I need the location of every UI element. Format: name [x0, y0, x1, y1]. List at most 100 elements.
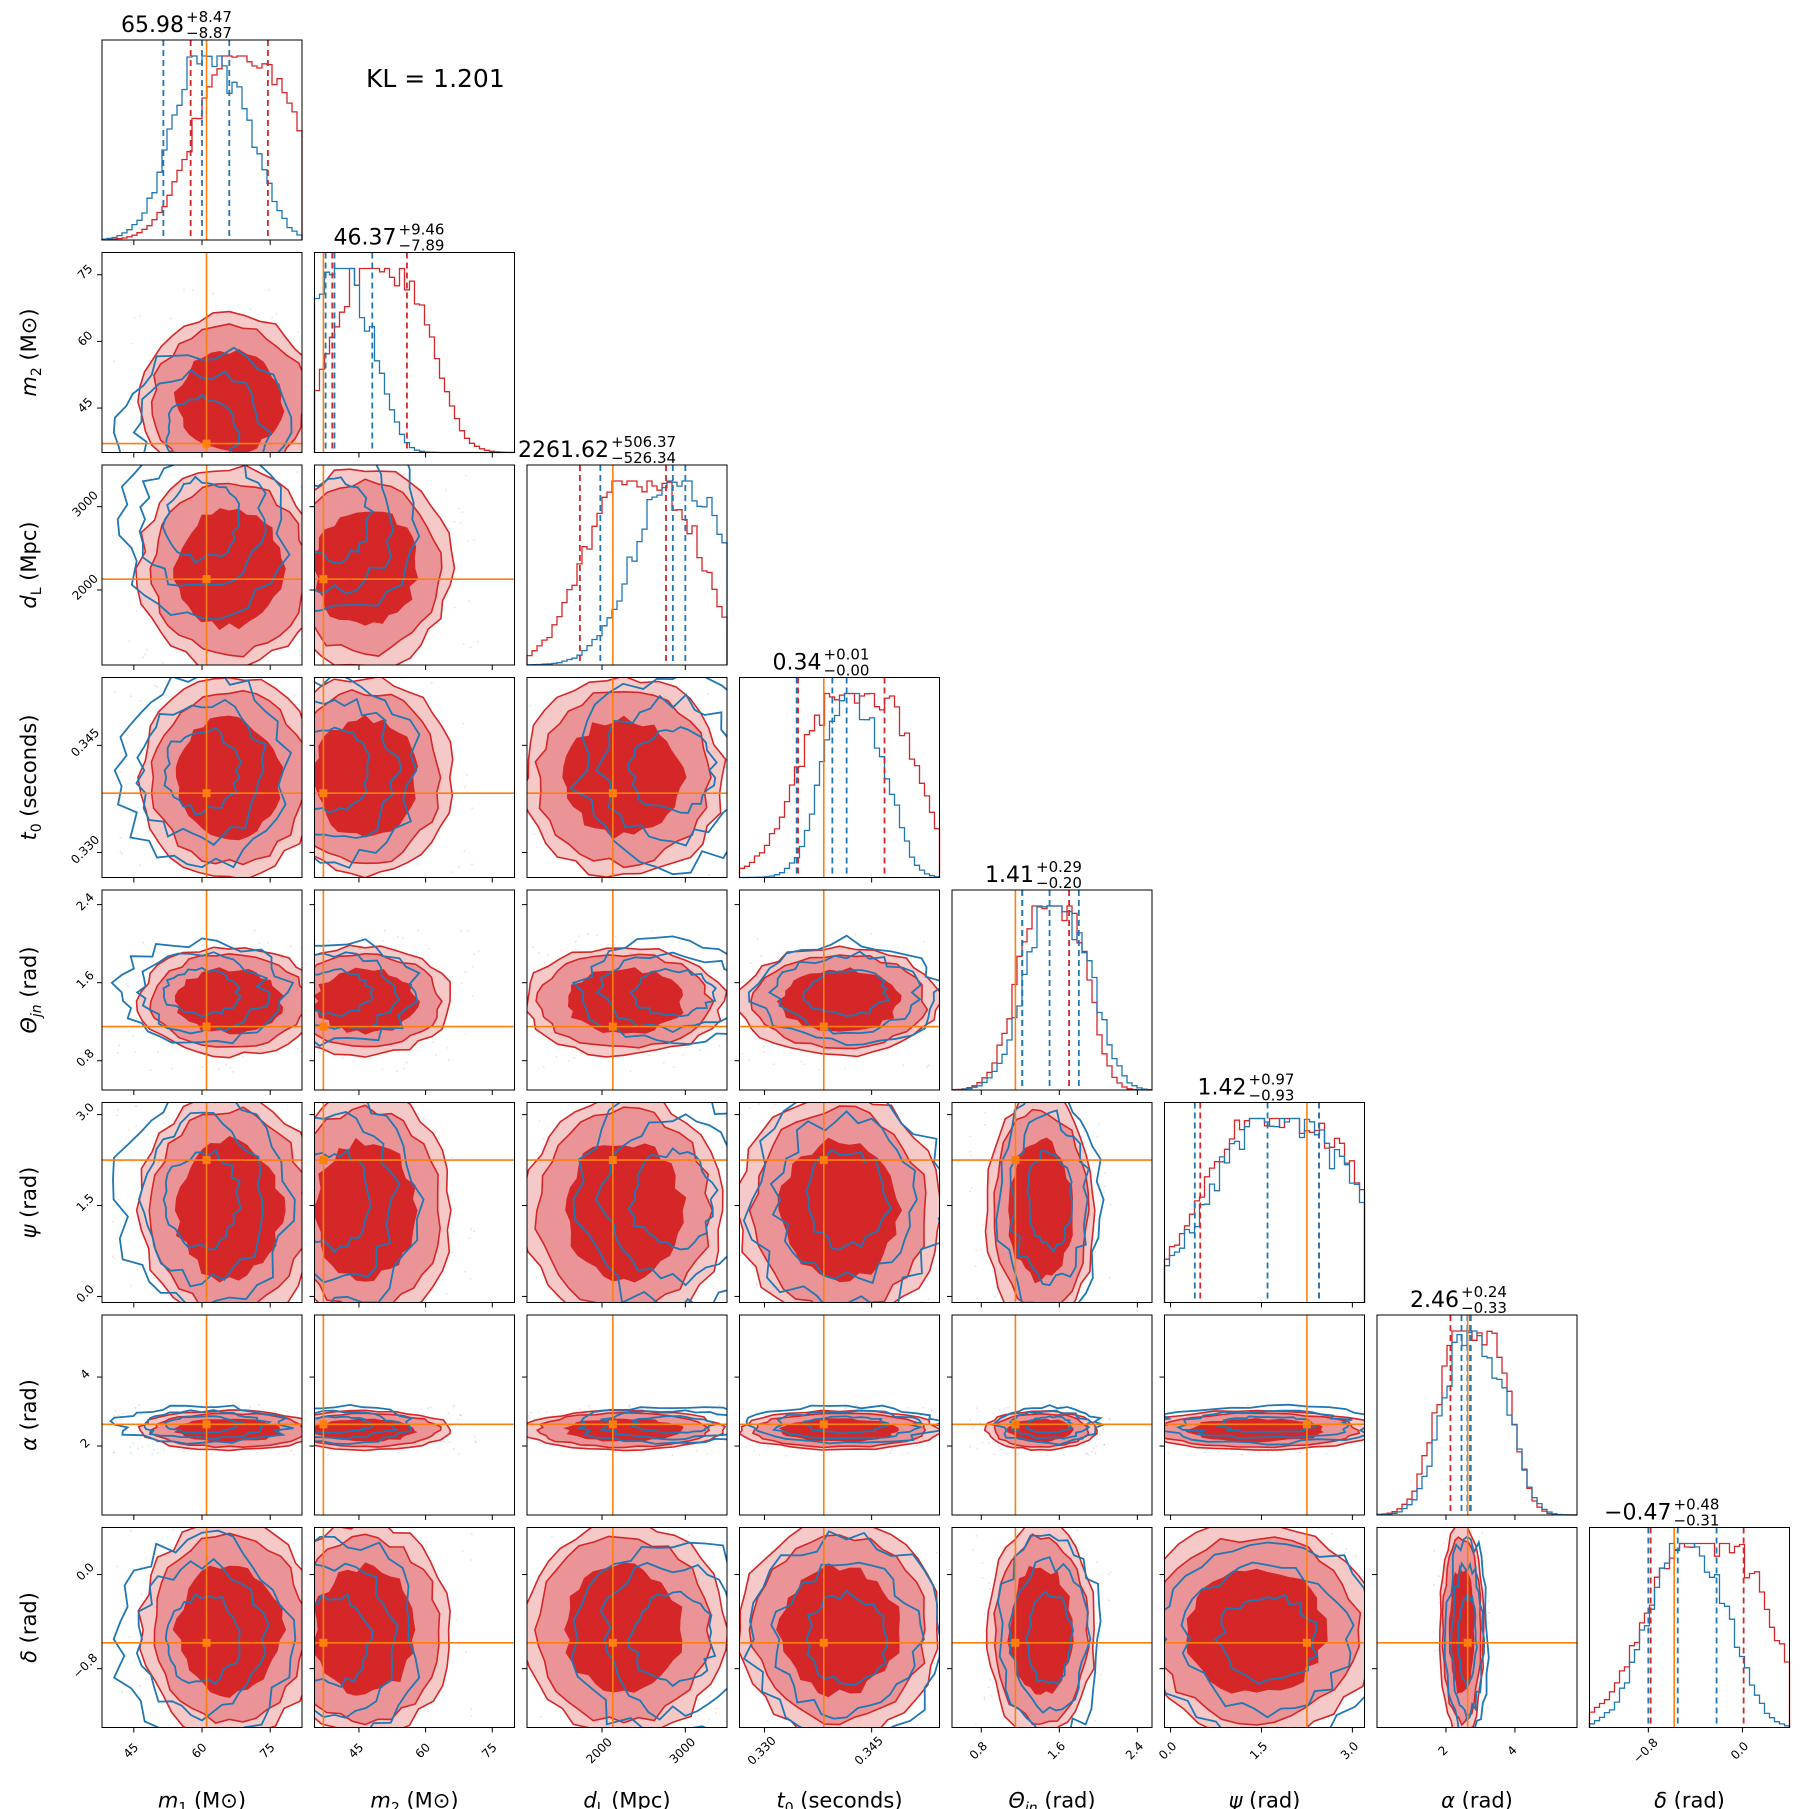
sample-point — [543, 1138, 545, 1140]
blue-contour — [997, 1533, 1102, 1728]
sample-point — [747, 1409, 749, 1411]
sample-point — [1094, 1251, 1097, 1253]
sample-point — [580, 1052, 583, 1055]
panel-frame — [314, 252, 515, 453]
sample-point — [662, 1061, 665, 1064]
x-tick-label: 1.6 — [1045, 1739, 1068, 1762]
sample-point — [944, 1073, 946, 1075]
sample-point — [1489, 1498, 1491, 1500]
sample-point — [941, 1434, 943, 1436]
panel-m1-delta — [97, 1527, 303, 1751]
sample-point — [1114, 1720, 1116, 1722]
sample-point — [560, 1413, 563, 1416]
sample-point — [744, 973, 746, 975]
truth-marker — [819, 1638, 828, 1647]
x-axis-label: α (rad) — [1441, 1789, 1513, 1809]
sample-point — [547, 954, 549, 956]
sample-point — [253, 929, 256, 932]
sample-point — [117, 1414, 120, 1417]
y-tick-label: 0.0 — [73, 1282, 96, 1305]
sample-point — [650, 1503, 652, 1505]
sample-point — [1037, 1068, 1039, 1070]
sample-point — [377, 1734, 379, 1736]
panel-alpha-delta — [1372, 1498, 1578, 1750]
sample-point — [471, 995, 474, 997]
sample-point — [1045, 1454, 1048, 1456]
sample-point — [1404, 1450, 1406, 1452]
sample-point — [974, 1265, 977, 1268]
sample-point — [306, 986, 308, 988]
panel-m1-t0 — [97, 658, 333, 883]
sample-point — [844, 1407, 847, 1410]
sample-point — [1157, 1455, 1159, 1457]
sample-point — [493, 662, 495, 664]
y-tick-label: 0.345 — [68, 725, 102, 759]
sample-point — [151, 1453, 154, 1456]
sample-point — [984, 1604, 987, 1607]
sample-point — [1086, 1358, 1088, 1360]
sample-point — [147, 1445, 150, 1447]
sample-point — [1034, 1768, 1036, 1770]
histogram-title-plus: +0.24 — [1461, 1283, 1507, 1301]
histogram-title-minus: −7.89 — [399, 237, 445, 255]
sample-point — [153, 1292, 156, 1295]
sample-point — [975, 1249, 978, 1251]
sample-point — [708, 1718, 711, 1721]
sample-point — [522, 1420, 524, 1422]
sample-point — [1452, 1748, 1454, 1750]
histogram-title-minus: −0.93 — [1249, 1087, 1295, 1105]
sample-point — [1206, 1449, 1208, 1451]
sample-point — [1104, 1185, 1106, 1188]
sample-point — [1018, 1081, 1020, 1083]
sample-point — [445, 489, 447, 492]
sample-point — [307, 1431, 309, 1433]
sample-point — [1103, 1191, 1106, 1194]
sample-point — [127, 1030, 130, 1032]
sample-point — [156, 686, 158, 688]
sample-point — [284, 1749, 286, 1751]
sample-point — [296, 1411, 299, 1414]
sample-point — [311, 658, 313, 660]
sample-point — [506, 1296, 508, 1298]
red-contour-core — [776, 1563, 900, 1698]
x-axis-label: δ (rad) — [1654, 1789, 1725, 1809]
sample-point — [1086, 1508, 1088, 1510]
sample-point — [134, 1051, 137, 1053]
sample-point — [277, 475, 279, 477]
sample-point — [212, 292, 214, 295]
sample-point — [443, 1440, 446, 1443]
sample-point — [1110, 1508, 1112, 1510]
sample-point — [492, 767, 494, 769]
blue-contour — [805, 1148, 893, 1251]
sample-point — [723, 1008, 725, 1010]
sample-point — [499, 1684, 501, 1686]
sample-point — [524, 1569, 526, 1571]
sample-point — [140, 1413, 142, 1416]
sample-point — [728, 676, 730, 678]
histogram-m2: 46.37 +9.46−7.89 — [313, 221, 516, 458]
sample-point — [299, 654, 302, 657]
sample-point — [225, 1063, 228, 1066]
sample-point — [635, 906, 637, 908]
sample-point — [331, 873, 333, 875]
sample-point — [307, 688, 309, 690]
panel-m2-t0 — [309, 677, 515, 883]
sample-point — [547, 1734, 549, 1736]
sample-point — [575, 940, 577, 943]
sample-point — [700, 652, 702, 654]
sample-point — [321, 1405, 323, 1407]
sample-point — [1098, 1322, 1100, 1324]
x-axis-label: m1 (M⊙) — [158, 1789, 246, 1809]
sample-point — [396, 935, 399, 938]
sample-point — [461, 1550, 464, 1552]
sample-point — [210, 1749, 212, 1751]
sample-point — [698, 1443, 700, 1446]
sample-point — [730, 1643, 732, 1645]
histogram-title-plus: +0.01 — [824, 646, 870, 664]
sample-point — [541, 675, 543, 677]
sample-point — [672, 1066, 675, 1068]
sample-point — [712, 1093, 714, 1095]
x-tick-label: 2000 — [583, 1735, 614, 1766]
sample-point — [258, 1335, 260, 1337]
sample-point — [648, 1054, 651, 1056]
